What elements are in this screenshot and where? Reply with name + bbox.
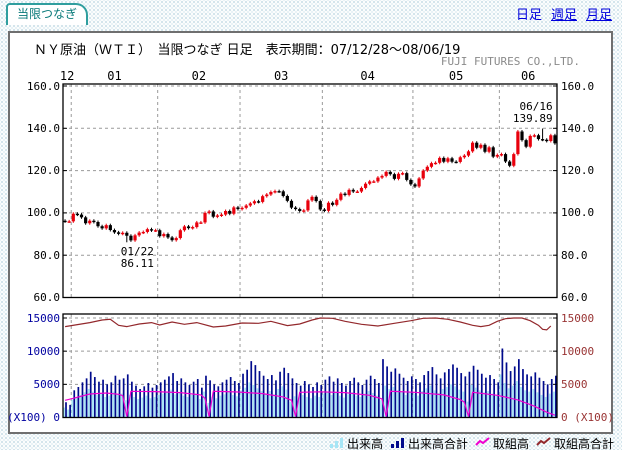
open-interest-line-icon: [475, 436, 490, 450]
legend-item-volume-total: 出来高合計: [390, 435, 468, 450]
tab-current-contract[interactable]: 当限つなぎ: [6, 3, 89, 25]
legend-item-volume: 出来高: [329, 435, 383, 450]
legend-item-open-interest: 取組高: [475, 435, 529, 450]
tab-label: 当限つなぎ: [17, 7, 78, 21]
chart-title: ＮＹ原油（ＷＴＩ） 当限つなぎ 日足 表示期間：07/12/28～08/06/1…: [34, 43, 461, 58]
volume-total-bars-icon: [390, 436, 405, 450]
legend-label: 出来高: [346, 437, 383, 450]
nav-monthly[interactable]: 月足: [585, 8, 612, 23]
nav-weekly[interactable]: 週足: [550, 8, 577, 23]
legend-label: 取組高合計: [553, 437, 614, 450]
open-interest-total-line-icon: [536, 436, 551, 450]
nav-daily[interactable]: 日足: [515, 8, 542, 23]
legend-label: 出来高合計: [407, 437, 468, 450]
legend-label: 取組高: [492, 437, 529, 450]
legend-item-open-interest-total: 取組高合計: [536, 435, 614, 450]
chart-panel: [8, 31, 613, 434]
chart-legend: 出来高 出来高合計 取組高 取組高合計: [329, 435, 614, 450]
company-name: FUJI FUTURES CO.,LTD.: [440, 55, 580, 68]
volume-bars-icon: [329, 436, 344, 450]
interval-nav: 日足 週足 月足: [516, 4, 612, 23]
